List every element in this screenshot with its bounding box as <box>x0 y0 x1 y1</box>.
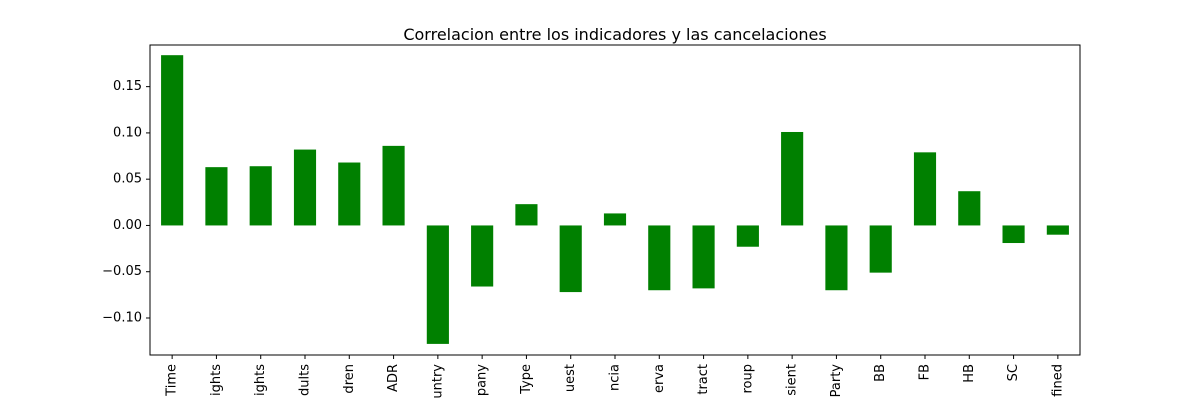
x-tick-label-19: SC <box>1006 364 1021 381</box>
bar-2 <box>249 166 272 226</box>
y-tick-label-4: 0.10 <box>113 125 142 140</box>
x-tick-label-0: Time <box>165 364 180 397</box>
x-tick-label-16: BB <box>873 364 888 382</box>
x-tick-label-11: erva <box>652 364 667 393</box>
bar-8 <box>515 204 538 226</box>
bar-3 <box>293 149 317 226</box>
x-tick-label-4: dren <box>342 364 357 394</box>
bar-9 <box>559 225 582 293</box>
x-tick-label-6: untry <box>430 364 445 399</box>
bar-11 <box>648 225 671 291</box>
bar-12 <box>692 225 715 289</box>
x-tick-label-15: Party <box>829 364 844 398</box>
bars-group <box>161 55 1069 344</box>
x-tick-label-2: ights <box>253 364 268 396</box>
bar-4 <box>338 162 361 226</box>
y-tick-label-0: −0.10 <box>102 310 142 325</box>
bar-10 <box>603 213 627 226</box>
x-tick-label-13: roup <box>740 364 755 394</box>
x-tick-label-3: dults <box>298 364 313 396</box>
bar-15 <box>825 225 848 291</box>
x-tick-label-10: ncia <box>608 364 623 391</box>
x-axis: Time ights ights dults dren ADR untry pany Type u… <box>165 355 1065 399</box>
bar-1 <box>205 167 228 226</box>
x-tick-label-1: ights <box>209 364 224 396</box>
y-tick-label-2: 0.00 <box>113 218 142 233</box>
chart-title: Correlacion entre los indicadores y las … <box>403 25 826 44</box>
x-tick-label-14: sient <box>785 364 800 396</box>
bar-6 <box>426 225 449 344</box>
bar-7 <box>471 225 494 287</box>
bar-0 <box>161 55 184 226</box>
bar-13 <box>736 225 759 247</box>
x-tick-label-5: ADR <box>386 364 401 392</box>
y-tick-label-5: 0.15 <box>113 79 142 94</box>
y-tick-label-3: 0.05 <box>113 172 142 187</box>
x-tick-label-9: uest <box>563 364 578 392</box>
y-tick-label-1: −0.05 <box>102 264 142 279</box>
x-tick-label-17: FB <box>918 364 933 380</box>
bar-18 <box>958 191 981 226</box>
plot-frame <box>149 44 1081 356</box>
x-tick-label-20: fined <box>1050 364 1065 397</box>
bar-19 <box>1002 225 1025 244</box>
bar-16 <box>869 225 892 273</box>
x-tick-label-12: tract <box>696 364 711 395</box>
x-tick-label-8: Type <box>519 364 534 395</box>
bar-14 <box>781 131 804 226</box>
y-axis: −0.10 −0.05 0.00 0.05 0.10 0.15 <box>102 79 150 325</box>
bar-20 <box>1046 225 1069 235</box>
bar-17 <box>913 152 937 226</box>
x-tick-label-7: pany <box>475 364 490 396</box>
x-tick-label-18: HB <box>962 364 977 383</box>
bar-5 <box>382 145 405 226</box>
